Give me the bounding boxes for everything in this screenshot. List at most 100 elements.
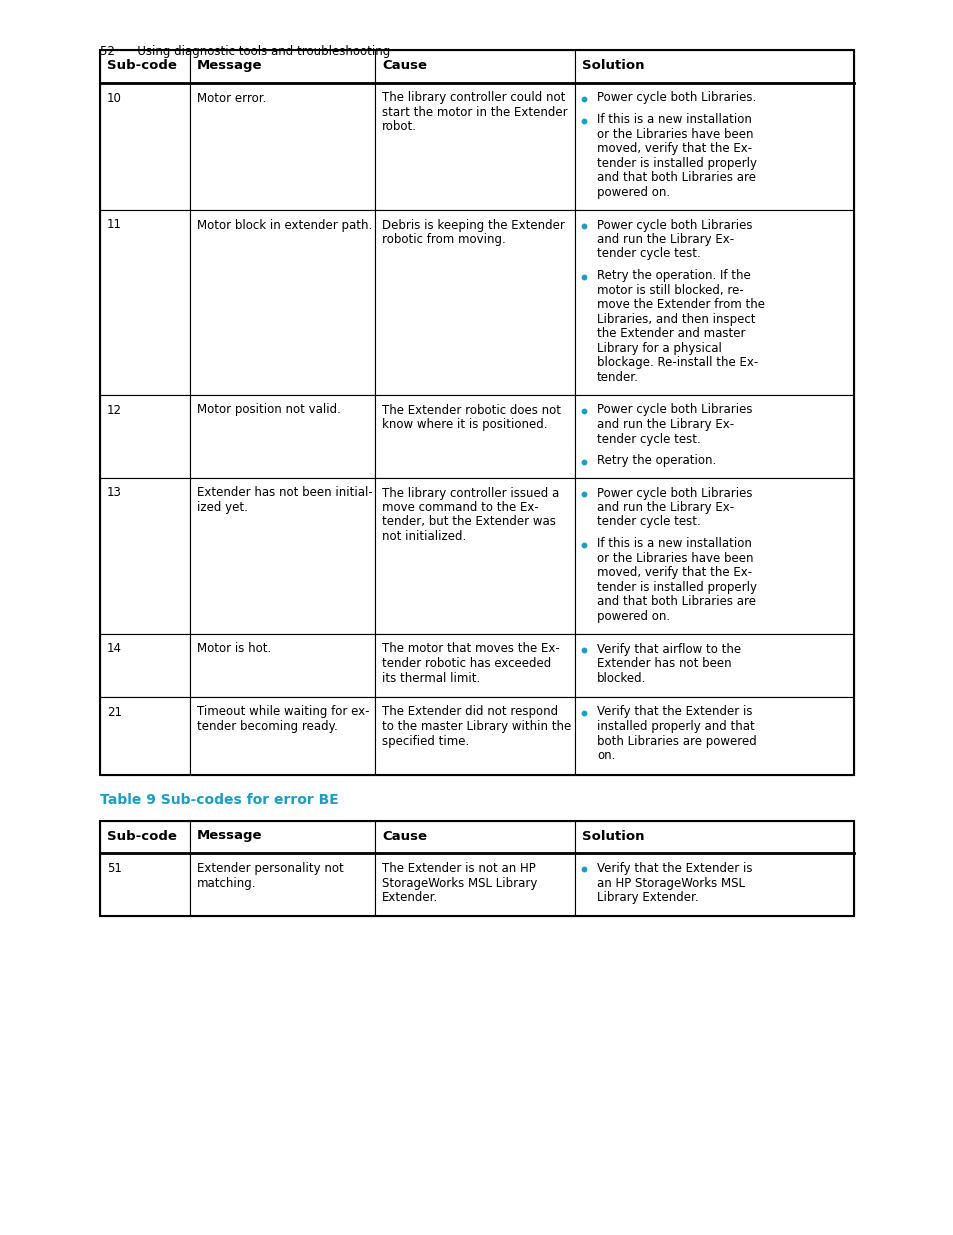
Text: Extender personality not: Extender personality not: [196, 862, 343, 876]
Bar: [375, 634, 575, 697]
Text: robot.: robot.: [381, 121, 416, 133]
Text: start the motor in the Extender: start the motor in the Extender: [381, 106, 567, 119]
Text: tender is installed properly: tender is installed properly: [597, 580, 757, 594]
Bar: [575, 853, 853, 916]
Text: Cause: Cause: [381, 59, 427, 72]
Text: blockage. Re-install the Ex-: blockage. Re-install the Ex-: [597, 356, 758, 369]
Bar: [375, 83, 575, 210]
Bar: [190, 697, 375, 774]
Bar: [575, 49, 853, 83]
Bar: [100, 49, 190, 83]
Text: 12: 12: [107, 404, 122, 416]
Bar: [190, 634, 375, 697]
Text: powered on.: powered on.: [597, 185, 669, 199]
Text: Power cycle both Libraries: Power cycle both Libraries: [597, 404, 752, 416]
Text: and run the Library Ex-: and run the Library Ex-: [597, 233, 734, 246]
Bar: [575, 478, 853, 634]
Text: Message: Message: [196, 59, 262, 72]
Text: Motor position not valid.: Motor position not valid.: [196, 404, 340, 416]
Bar: [100, 83, 190, 210]
Bar: [375, 697, 575, 774]
Text: Power cycle both Libraries.: Power cycle both Libraries.: [597, 91, 756, 105]
Text: and that both Libraries are: and that both Libraries are: [597, 595, 755, 609]
Text: specified time.: specified time.: [381, 735, 469, 747]
Text: 10: 10: [107, 91, 122, 105]
Text: Extender.: Extender.: [381, 890, 437, 904]
Bar: [575, 634, 853, 697]
Text: tender is installed properly: tender is installed properly: [597, 157, 757, 169]
Text: tender becoming ready.: tender becoming ready.: [196, 720, 337, 734]
Text: The library controller issued a: The library controller issued a: [381, 487, 558, 499]
Text: blocked.: blocked.: [597, 672, 646, 684]
Text: Extender has not been: Extender has not been: [597, 657, 731, 671]
Bar: [100, 394, 190, 478]
Text: Motor error.: Motor error.: [196, 91, 266, 105]
Bar: [190, 853, 375, 916]
Bar: [100, 853, 190, 916]
Text: and that both Libraries are: and that both Libraries are: [597, 172, 755, 184]
Text: 14: 14: [107, 642, 122, 656]
Bar: [190, 83, 375, 210]
Text: The Extender is not an HP: The Extender is not an HP: [381, 862, 536, 876]
Bar: [100, 820, 853, 916]
Text: Sub-code: Sub-code: [107, 59, 176, 72]
Bar: [100, 210, 190, 394]
Bar: [100, 634, 190, 697]
Text: Verify that the Extender is: Verify that the Extender is: [597, 862, 752, 876]
Text: Message: Message: [196, 830, 262, 842]
Bar: [575, 210, 853, 394]
Text: 52      Using diagnostic tools and troubleshooting: 52 Using diagnostic tools and troublesho…: [100, 44, 390, 58]
Text: Table 9 Sub-codes for error BE: Table 9 Sub-codes for error BE: [100, 793, 338, 806]
Text: Motor block in extender path.: Motor block in extender path.: [196, 219, 372, 231]
Bar: [190, 820, 375, 853]
Text: the Extender and master: the Extender and master: [597, 327, 744, 341]
Bar: [575, 83, 853, 210]
Bar: [100, 697, 190, 774]
Text: Sub-code: Sub-code: [107, 830, 176, 842]
Bar: [375, 394, 575, 478]
Text: Solution: Solution: [581, 830, 644, 842]
Bar: [190, 49, 375, 83]
Text: and run the Library Ex-: and run the Library Ex-: [597, 417, 734, 431]
Text: know where it is positioned.: know where it is positioned.: [381, 417, 547, 431]
Bar: [375, 210, 575, 394]
Text: Retry the operation.: Retry the operation.: [597, 454, 716, 467]
Text: robotic from moving.: robotic from moving.: [381, 233, 505, 246]
Text: Solution: Solution: [581, 59, 644, 72]
Text: Power cycle both Libraries: Power cycle both Libraries: [597, 219, 752, 231]
Text: tender robotic has exceeded: tender robotic has exceeded: [381, 657, 551, 671]
Text: Verify that airflow to the: Verify that airflow to the: [597, 642, 740, 656]
Text: its thermal limit.: its thermal limit.: [381, 672, 479, 684]
Text: an HP StorageWorks MSL: an HP StorageWorks MSL: [597, 877, 744, 889]
Text: to the master Library within the: to the master Library within the: [381, 720, 571, 734]
Bar: [375, 49, 575, 83]
Text: Retry the operation. If the: Retry the operation. If the: [597, 269, 750, 283]
Text: ized yet.: ized yet.: [196, 501, 248, 514]
Text: tender cycle test.: tender cycle test.: [597, 432, 700, 446]
Text: or the Libraries have been: or the Libraries have been: [597, 552, 753, 564]
Text: The Extender robotic does not: The Extender robotic does not: [381, 404, 560, 416]
Text: Extender has not been initial-: Extender has not been initial-: [196, 487, 373, 499]
Text: or the Libraries have been: or the Libraries have been: [597, 127, 753, 141]
Bar: [190, 394, 375, 478]
Text: The motor that moves the Ex-: The motor that moves the Ex-: [381, 642, 559, 656]
Text: move command to the Ex-: move command to the Ex-: [381, 501, 538, 514]
Bar: [575, 820, 853, 853]
Text: Library for a physical: Library for a physical: [597, 342, 721, 354]
Text: tender, but the Extender was: tender, but the Extender was: [381, 515, 556, 529]
Text: The Extender did not respond: The Extender did not respond: [381, 705, 558, 719]
Bar: [575, 394, 853, 478]
Text: If this is a new installation: If this is a new installation: [597, 537, 751, 551]
Text: Motor is hot.: Motor is hot.: [196, 642, 271, 656]
Bar: [575, 697, 853, 774]
Text: StorageWorks MSL Library: StorageWorks MSL Library: [381, 877, 537, 889]
Text: Debris is keeping the Extender: Debris is keeping the Extender: [381, 219, 564, 231]
Text: installed properly and that: installed properly and that: [597, 720, 754, 734]
Text: 11: 11: [107, 219, 122, 231]
Bar: [375, 478, 575, 634]
Text: tender.: tender.: [597, 370, 639, 384]
Text: not initialized.: not initialized.: [381, 530, 466, 543]
Bar: [375, 820, 575, 853]
Text: Timeout while waiting for ex-: Timeout while waiting for ex-: [196, 705, 369, 719]
Bar: [100, 478, 190, 634]
